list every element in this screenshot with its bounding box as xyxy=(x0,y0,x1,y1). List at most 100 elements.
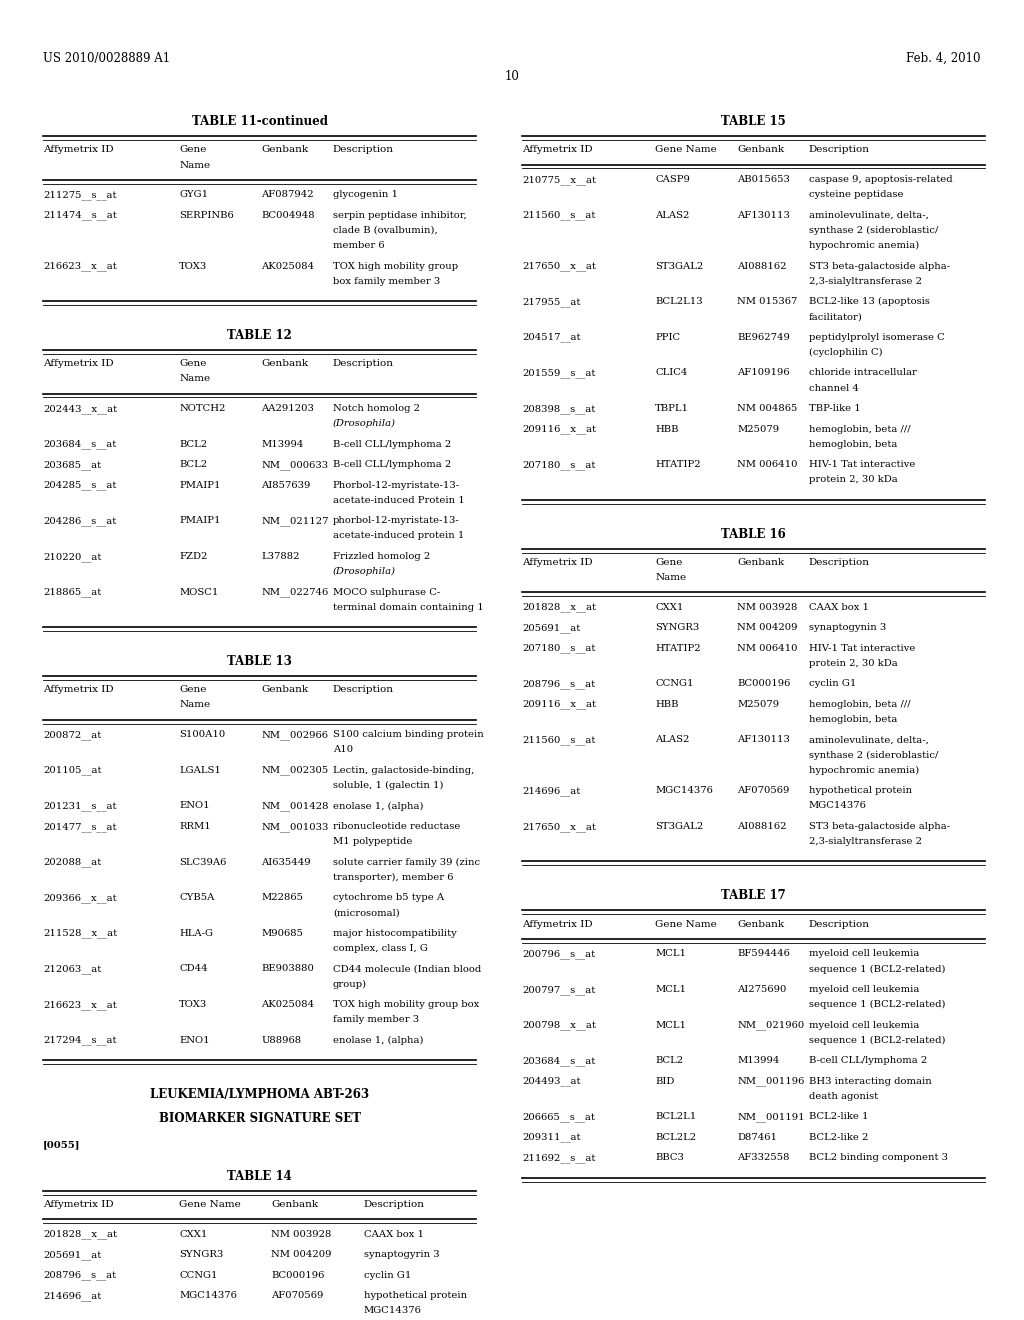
Text: 211692__s__at: 211692__s__at xyxy=(522,1154,596,1163)
Text: synthase 2 (sideroblastic/: synthase 2 (sideroblastic/ xyxy=(809,226,938,235)
Text: SYNGR3: SYNGR3 xyxy=(655,623,699,632)
Text: caspase 9, apoptosis-related: caspase 9, apoptosis-related xyxy=(809,176,952,183)
Text: LEUKEMIA/LYMPHOMA ABT-263: LEUKEMIA/LYMPHOMA ABT-263 xyxy=(151,1088,369,1101)
Text: (cyclophilin C): (cyclophilin C) xyxy=(809,348,883,358)
Text: BBC3: BBC3 xyxy=(655,1154,684,1162)
Text: hypothetical protein: hypothetical protein xyxy=(364,1291,467,1300)
Text: BID: BID xyxy=(655,1077,675,1085)
Text: chloride intracellular: chloride intracellular xyxy=(809,368,916,378)
Text: HTATIP2: HTATIP2 xyxy=(655,461,701,469)
Text: NM 003928: NM 003928 xyxy=(737,603,798,611)
Text: AI088162: AI088162 xyxy=(737,261,786,271)
Text: ribonucleotide reductase: ribonucleotide reductase xyxy=(333,822,460,830)
Text: NM__001033: NM__001033 xyxy=(261,822,329,832)
Text: GYG1: GYG1 xyxy=(179,190,208,199)
Text: 205691__at: 205691__at xyxy=(522,623,581,632)
Text: terminal domain containing 1: terminal domain containing 1 xyxy=(333,603,483,611)
Text: TABLE 12: TABLE 12 xyxy=(227,329,292,342)
Text: 207180__s__at: 207180__s__at xyxy=(522,644,596,653)
Text: AA291203: AA291203 xyxy=(261,404,314,413)
Text: BE903880: BE903880 xyxy=(261,965,314,973)
Text: 2,3-sialyltransferase 2: 2,3-sialyltransferase 2 xyxy=(809,837,922,846)
Text: ST3 beta-galactoside alpha-: ST3 beta-galactoside alpha- xyxy=(809,261,950,271)
Text: CXX1: CXX1 xyxy=(179,1230,208,1238)
Text: complex, class I, G: complex, class I, G xyxy=(333,944,428,953)
Text: 200872__at: 200872__at xyxy=(43,730,101,739)
Text: AB015653: AB015653 xyxy=(737,176,791,183)
Text: NM__002966: NM__002966 xyxy=(261,730,328,739)
Text: TABLE 15: TABLE 15 xyxy=(721,115,786,128)
Text: 202443__x__at: 202443__x__at xyxy=(43,404,117,413)
Text: NM__021127: NM__021127 xyxy=(261,516,329,525)
Text: (Drosophila): (Drosophila) xyxy=(333,420,396,429)
Text: NM__000633: NM__000633 xyxy=(261,461,329,470)
Text: US 2010/0028889 A1: US 2010/0028889 A1 xyxy=(43,51,170,65)
Text: NM__001196: NM__001196 xyxy=(737,1077,805,1086)
Text: ST3GAL2: ST3GAL2 xyxy=(655,822,703,830)
Text: Genbank: Genbank xyxy=(737,145,784,154)
Text: NM__001191: NM__001191 xyxy=(737,1113,805,1122)
Text: Genbank: Genbank xyxy=(261,685,308,694)
Text: Description: Description xyxy=(809,145,870,154)
Text: solute carrier family 39 (zinc: solute carrier family 39 (zinc xyxy=(333,858,480,867)
Text: M1 polypeptide: M1 polypeptide xyxy=(333,837,413,846)
Text: protein 2, 30 kDa: protein 2, 30 kDa xyxy=(809,659,898,668)
Text: soluble, 1 (galectin 1): soluble, 1 (galectin 1) xyxy=(333,781,443,791)
Text: AK025084: AK025084 xyxy=(261,1001,314,1008)
Text: Gene: Gene xyxy=(179,359,207,368)
Text: TOX3: TOX3 xyxy=(179,1001,208,1008)
Text: Lectin, galactoside-binding,: Lectin, galactoside-binding, xyxy=(333,766,474,775)
Text: NM 015367: NM 015367 xyxy=(737,297,798,306)
Text: 201477__s__at: 201477__s__at xyxy=(43,822,117,832)
Text: HBB: HBB xyxy=(655,425,679,433)
Text: AI088162: AI088162 xyxy=(737,822,786,830)
Text: AF130113: AF130113 xyxy=(737,211,791,219)
Text: MOSC1: MOSC1 xyxy=(179,587,218,597)
Text: 208796__s__at: 208796__s__at xyxy=(43,1271,116,1280)
Text: CASP9: CASP9 xyxy=(655,176,690,183)
Text: NM 004865: NM 004865 xyxy=(737,404,798,413)
Text: 217294__s__at: 217294__s__at xyxy=(43,1036,117,1045)
Text: 201559__s__at: 201559__s__at xyxy=(522,368,596,378)
Text: NM__001428: NM__001428 xyxy=(261,801,329,810)
Text: 204285__s__at: 204285__s__at xyxy=(43,480,117,490)
Text: BH3 interacting domain: BH3 interacting domain xyxy=(809,1077,932,1085)
Text: Name: Name xyxy=(179,375,210,383)
Text: AF087942: AF087942 xyxy=(261,190,313,199)
Text: Description: Description xyxy=(333,145,394,154)
Text: SYNGR3: SYNGR3 xyxy=(179,1250,223,1259)
Text: 217955__at: 217955__at xyxy=(522,297,581,306)
Text: aminolevulinate, delta-,: aminolevulinate, delta-, xyxy=(809,211,929,219)
Text: MGC14376: MGC14376 xyxy=(809,801,867,810)
Text: 10: 10 xyxy=(505,70,519,83)
Text: AI857639: AI857639 xyxy=(261,480,310,490)
Text: SERPINB6: SERPINB6 xyxy=(179,211,233,219)
Text: major histocompatibility: major histocompatibility xyxy=(333,929,457,937)
Text: hypochromic anemia): hypochromic anemia) xyxy=(809,766,920,775)
Text: BCL2L13: BCL2L13 xyxy=(655,297,703,306)
Text: M90685: M90685 xyxy=(261,929,303,937)
Text: A10: A10 xyxy=(333,746,353,754)
Text: AF332558: AF332558 xyxy=(737,1154,790,1162)
Text: 214696__at: 214696__at xyxy=(522,787,581,796)
Text: 203684__s__at: 203684__s__at xyxy=(522,1056,596,1065)
Text: Affymetrix ID: Affymetrix ID xyxy=(43,685,114,694)
Text: NM__021960: NM__021960 xyxy=(737,1020,805,1030)
Text: Genbank: Genbank xyxy=(271,1200,318,1209)
Text: (Drosophila): (Drosophila) xyxy=(333,568,396,577)
Text: AI275690: AI275690 xyxy=(737,985,786,994)
Text: channel 4: channel 4 xyxy=(809,384,859,392)
Text: myeloid cell leukemia: myeloid cell leukemia xyxy=(809,949,920,958)
Text: BCL2L1: BCL2L1 xyxy=(655,1113,696,1121)
Text: 204493__at: 204493__at xyxy=(522,1077,581,1086)
Text: M25079: M25079 xyxy=(737,425,779,433)
Text: 209366__x__at: 209366__x__at xyxy=(43,894,117,903)
Text: 211275__s__at: 211275__s__at xyxy=(43,190,117,199)
Text: acetate-induced Protein 1: acetate-induced Protein 1 xyxy=(333,496,465,504)
Text: synthase 2 (sideroblastic/: synthase 2 (sideroblastic/ xyxy=(809,751,938,760)
Text: CAAX box 1: CAAX box 1 xyxy=(809,603,869,611)
Text: 211528__x__at: 211528__x__at xyxy=(43,929,117,939)
Text: myeloid cell leukemia: myeloid cell leukemia xyxy=(809,1020,920,1030)
Text: 205691__at: 205691__at xyxy=(43,1250,101,1259)
Text: TABLE 11-continued: TABLE 11-continued xyxy=(191,115,328,128)
